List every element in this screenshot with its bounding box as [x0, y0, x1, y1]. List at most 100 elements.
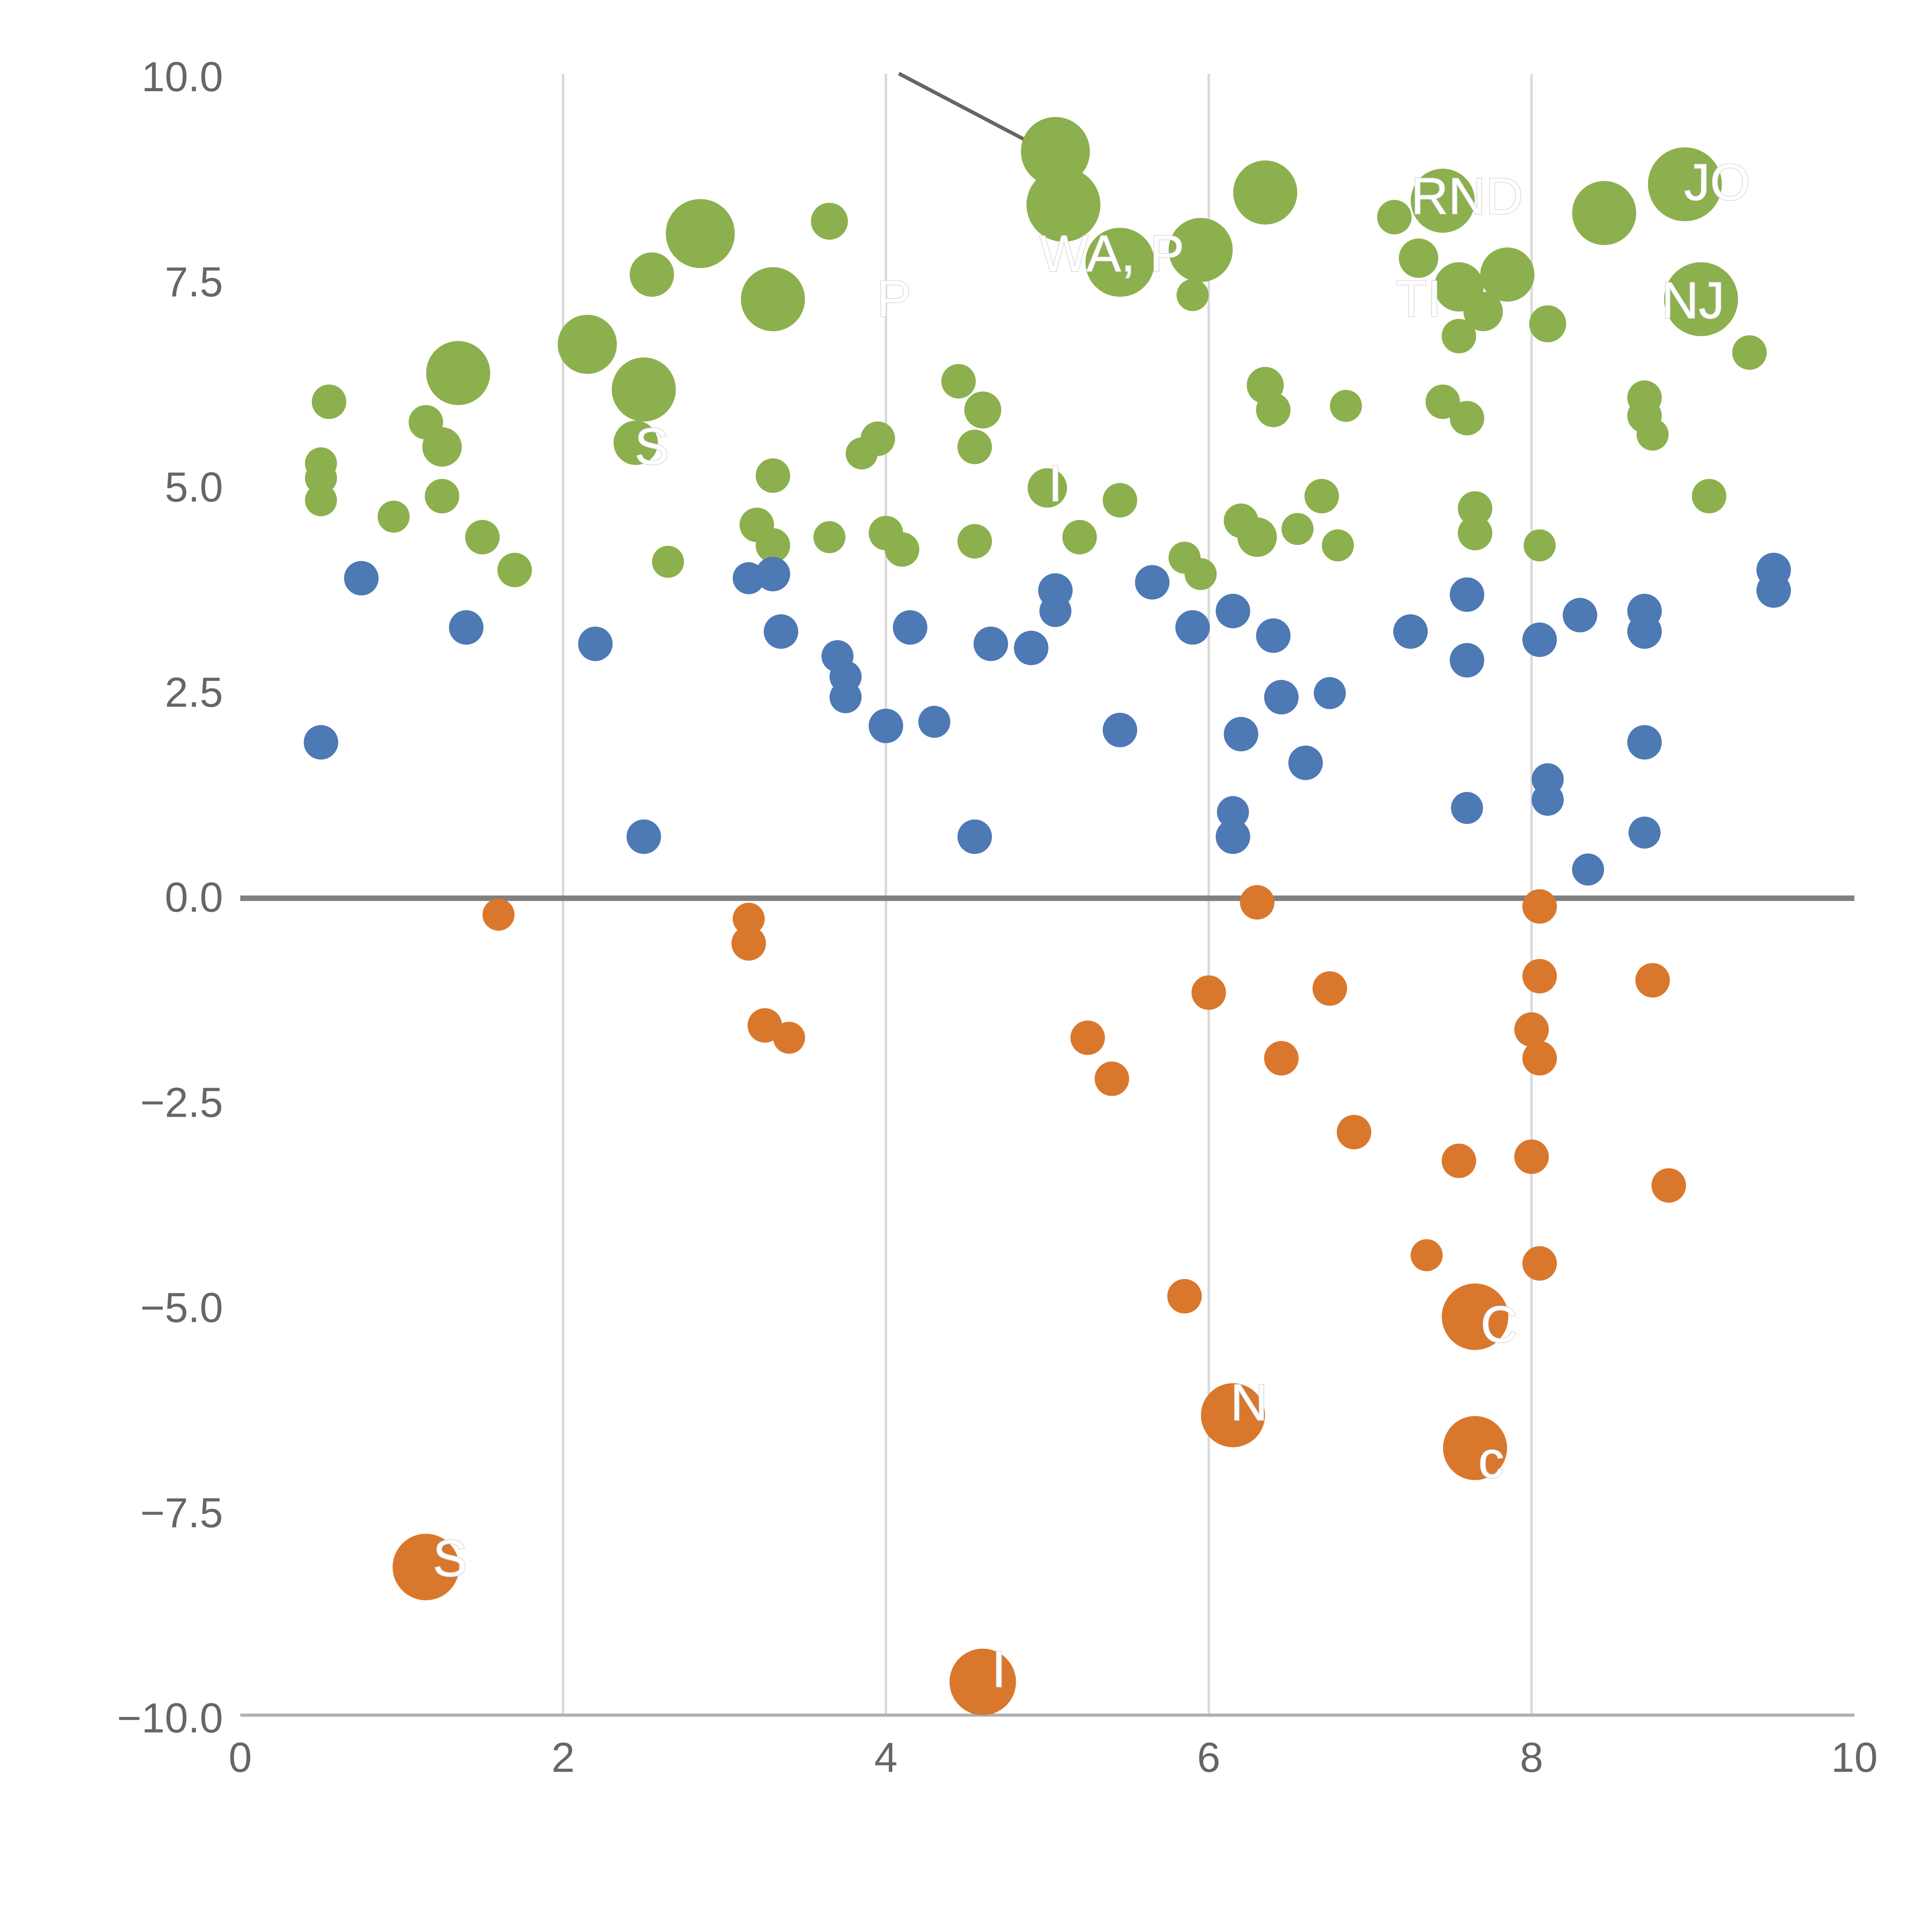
data-point-green: [957, 429, 992, 464]
data-point-green: [666, 199, 735, 268]
data-point-blue: [973, 626, 1008, 661]
data-point-green: [1572, 181, 1636, 245]
data-point-green: [1321, 529, 1354, 561]
data-point-orange: [1442, 1143, 1476, 1178]
y-tick-label: −10.0: [117, 1694, 223, 1741]
data-point-blue: [1256, 618, 1291, 653]
data-point-blue: [1627, 614, 1662, 649]
data-point-orange: [773, 1022, 805, 1054]
point-label: I: [992, 1641, 1006, 1698]
point-label: S: [433, 1530, 467, 1587]
x-tick-label: 0: [229, 1734, 252, 1781]
data-point-green: [741, 267, 805, 332]
y-tick-label: −2.5: [140, 1079, 223, 1126]
data-point-blue: [893, 610, 928, 645]
x-tick-label: 4: [874, 1734, 898, 1781]
x-tick-label: 8: [1520, 1734, 1543, 1781]
y-tick-label: −7.5: [140, 1489, 223, 1536]
data-point-blue: [1288, 745, 1323, 780]
data-point-green: [813, 521, 845, 553]
point-label: NJ: [1662, 272, 1725, 329]
data-point-blue: [344, 561, 379, 596]
point-label: TI: [1396, 270, 1442, 328]
data-point-blue: [1264, 680, 1299, 714]
data-point-blue: [1563, 598, 1597, 633]
data-point-blue: [1522, 622, 1557, 657]
data-point-green: [497, 553, 532, 587]
data-point-orange: [1442, 1283, 1509, 1350]
data-point-green: [1233, 160, 1298, 225]
data-point-green: [1330, 389, 1362, 422]
data-point-blue: [626, 819, 661, 854]
data-point-blue: [1756, 573, 1791, 608]
data-point-green: [1062, 520, 1097, 554]
data-point-blue: [1217, 796, 1249, 828]
data-point-green: [612, 357, 676, 422]
data-point-blue: [1216, 819, 1250, 854]
point-label: S: [634, 418, 669, 475]
data-point-orange: [1191, 975, 1226, 1010]
data-point-orange: [1514, 1012, 1549, 1047]
point-label: c: [1478, 1431, 1504, 1489]
data-point-orange: [1337, 1115, 1371, 1150]
data-point-green: [964, 391, 1002, 429]
data-point-blue: [1216, 594, 1250, 628]
data-point-green: [1524, 529, 1556, 561]
data-point-orange: [1651, 1168, 1686, 1203]
data-point-green: [845, 437, 878, 470]
data-point-green: [957, 524, 992, 559]
y-tick-label: 2.5: [165, 669, 223, 716]
data-point-blue: [1451, 792, 1483, 824]
data-point-blue: [1627, 725, 1662, 760]
data-point-green: [1692, 479, 1726, 514]
data-point-green: [1636, 418, 1669, 451]
data-point-orange: [1264, 1041, 1299, 1076]
data-point-green: [305, 462, 337, 494]
data-point-green: [465, 520, 500, 554]
data-point-green: [1168, 218, 1233, 282]
data-point-orange: [1167, 1279, 1202, 1314]
data-point-green: [1732, 335, 1767, 370]
data-point-blue: [1175, 610, 1210, 645]
data-point-blue: [1224, 717, 1259, 752]
data-point-green: [1027, 468, 1067, 508]
data-point-green: [1463, 292, 1503, 332]
data-point-green: [1026, 168, 1100, 242]
data-point-blue: [449, 610, 484, 645]
data-point-green: [425, 479, 459, 514]
data-point-green: [1425, 384, 1460, 419]
data-point-green: [422, 427, 462, 467]
data-point-blue: [1014, 631, 1049, 665]
data-point-orange: [482, 898, 515, 931]
data-point-blue: [1572, 853, 1604, 886]
data-point-green: [311, 384, 347, 419]
data-point-orange: [1522, 1041, 1557, 1076]
data-point-green: [884, 532, 920, 567]
data-point-blue: [755, 557, 790, 592]
data-point-blue: [304, 725, 338, 760]
point-label: I: [1048, 455, 1063, 512]
data-point-green: [1458, 491, 1493, 526]
data-point-orange: [1410, 1239, 1443, 1271]
data-point-orange: [1094, 1061, 1129, 1096]
data-point-green: [811, 202, 848, 240]
data-point-orange: [1240, 885, 1275, 920]
data-point-orange: [1635, 963, 1670, 998]
data-point-green: [378, 500, 410, 533]
data-point-orange: [1522, 959, 1557, 994]
data-point-green: [1529, 305, 1566, 342]
data-point-blue: [1039, 595, 1071, 627]
y-tick-label: 7.5: [165, 259, 223, 305]
data-point-orange: [1201, 1383, 1265, 1447]
data-point-blue: [1449, 643, 1485, 678]
data-point-blue: [1449, 577, 1485, 612]
data-point-green: [426, 341, 490, 405]
data-point-green: [1184, 558, 1217, 590]
y-tick-label: −5.0: [140, 1284, 223, 1331]
data-point-green: [1480, 247, 1535, 302]
x-tick-label: 6: [1197, 1734, 1220, 1781]
point-label: JO: [1684, 153, 1750, 211]
data-point-green: [305, 484, 337, 517]
annotation-line: [898, 72, 1045, 152]
